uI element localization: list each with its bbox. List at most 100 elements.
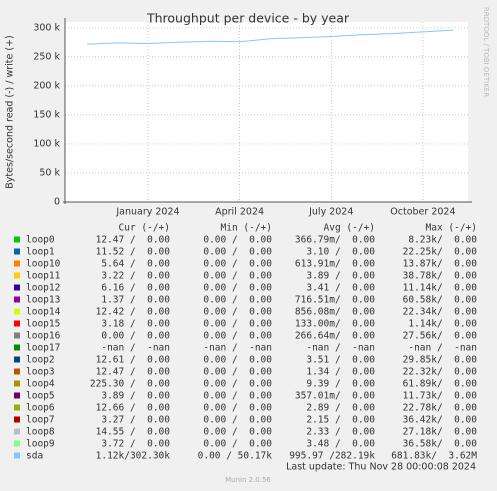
legend-stat: 856.08m/ 0.00 [295, 307, 375, 318]
legend-swatch [14, 284, 20, 291]
y-tick-label: 200 k [33, 80, 60, 91]
legend-stat: 38.78k/ 0.00 [403, 271, 478, 282]
legend-stat: 3.48 / 0.00 [306, 439, 375, 450]
legend-stat: 3.89 / 0.00 [306, 271, 375, 282]
legend-swatch [14, 392, 20, 399]
column-header: Cur (-/+) [119, 223, 170, 234]
legend-stat: 12.47 / 0.00 [96, 367, 171, 378]
legend-stat: 36.58k/ 0.00 [403, 439, 478, 450]
legend-stat: 3.22 / 0.00 [101, 271, 170, 282]
side-note: RRDTOOL / TOBI OETIKER [482, 7, 490, 97]
legend-swatch [14, 260, 20, 267]
y-axis-label: Bytes/second read (-) / write (+) [5, 35, 16, 189]
legend-stat: -nan / -nan [101, 343, 170, 354]
legend-stat: 60.58k/ 0.00 [403, 295, 478, 306]
legend-stat: 12.42 / 0.00 [96, 307, 171, 318]
plot-area [65, 22, 468, 202]
legend-label: loop7 [26, 415, 55, 426]
legend-stat: -nan / -nan [306, 343, 375, 354]
legend-stat: 12.47 / 0.00 [96, 235, 171, 246]
legend-stat: 3.10 / 0.00 [306, 247, 375, 258]
version: Munin 2.0.56 [225, 476, 271, 484]
legend-stat: 1.14k/ 0.00 [408, 319, 477, 330]
legend-swatch [14, 428, 20, 435]
legend-stat: 0.00 / 0.00 [101, 331, 170, 342]
legend-swatch [14, 332, 20, 339]
legend-stat: 0.00 / 0.00 [203, 367, 272, 378]
legend-label: loop17 [26, 343, 60, 354]
legend-stat: 61.89k/ 0.00 [403, 379, 478, 390]
legend-label: loop4 [26, 379, 55, 390]
legend-label: loop11 [26, 271, 61, 282]
legend-swatch [14, 440, 20, 447]
column-header: Min (-/+) [221, 223, 272, 234]
legend-swatch [14, 296, 20, 303]
legend-stat: 22.25k/ 0.00 [403, 247, 478, 258]
legend-stat: 11.14k/ 0.00 [403, 283, 478, 294]
legend-stat: 0.00 / 0.00 [203, 415, 272, 426]
legend-stat: 366.79m/ 0.00 [295, 235, 375, 246]
legend-stat: 3.18 / 0.00 [101, 319, 170, 330]
legend-label: loop13 [26, 295, 60, 306]
legend-stat: 133.00m/ 0.00 [295, 319, 375, 330]
legend-stat: 0.00 / 0.00 [203, 403, 272, 414]
legend-stat: 995.97 /282.19k [289, 451, 375, 462]
column-header: Avg (-/+) [324, 223, 375, 234]
legend-swatch [14, 344, 20, 351]
legend-stat: 0.00 / 0.00 [203, 331, 272, 342]
legend-stat: 0.00 / 0.00 [203, 271, 272, 282]
legend-swatch [14, 368, 20, 375]
legend-swatch [14, 308, 20, 315]
legend-stat: 0.00 / 0.00 [203, 235, 272, 246]
legend-label: loop5 [26, 391, 55, 402]
legend-stat: 11.73k/ 0.00 [403, 391, 478, 402]
legend-stat: 0.00 / 0.00 [203, 439, 272, 450]
legend-swatch [14, 404, 20, 411]
legend-stat: 22.34k/ 0.00 [403, 307, 478, 318]
legend-label: sda [26, 451, 43, 462]
legend-swatch [14, 248, 20, 255]
y-tick-label: 100 k [33, 138, 60, 149]
legend-stat: -nan / -nan [203, 343, 272, 354]
series-line [86, 29, 454, 45]
legend-stat: 1.12k/302.30k [96, 451, 171, 462]
legend-stat: 0.00 / 0.00 [203, 379, 272, 390]
x-tick-label: October 2024 [390, 207, 455, 218]
legend-stat: 0.00 / 0.00 [203, 427, 272, 438]
legend-stat: 12.66 / 0.00 [96, 403, 171, 414]
legend-stat: 613.91m/ 0.00 [295, 259, 375, 270]
legend-stat: 11.52 / 0.00 [96, 247, 171, 258]
legend-swatch [14, 380, 20, 387]
legend-stat: 5.64 / 0.00 [101, 259, 170, 270]
legend-stat: 9.39 / 0.00 [306, 379, 375, 390]
legend-stat: 225.30 / 0.00 [90, 379, 170, 390]
footer: Last update: Thu Nov 28 00:00:08 2024 [286, 462, 476, 473]
legend-label: loop6 [26, 403, 55, 414]
legend-stat: 0.00 / 0.00 [203, 307, 272, 318]
legend-stat: 0.00 / 0.00 [203, 247, 272, 258]
legend-stat: 3.89 / 0.00 [101, 391, 170, 402]
legend-stat: 1.37 / 0.00 [101, 295, 170, 306]
legend-stat: 22.78k/ 0.00 [403, 403, 478, 414]
legend-swatch [14, 236, 20, 243]
y-tick-label: 0 [54, 197, 60, 208]
legend-stat: 3.51 / 0.00 [306, 355, 375, 366]
legend-stat: 3.41 / 0.00 [306, 283, 375, 294]
legend-label: loop8 [26, 427, 55, 438]
legend-stat: 0.00 / 0.00 [203, 259, 272, 270]
y-tick-label: 50 k [39, 167, 60, 178]
legend-swatch [14, 320, 20, 327]
legend-stat: -nan / -nan [408, 343, 477, 354]
legend-label: loop9 [26, 439, 55, 450]
legend-stat: 2.33 / 0.00 [306, 427, 375, 438]
legend-stat: 1.34 / 0.00 [306, 367, 375, 378]
legend-stat: 0.00 / 0.00 [203, 319, 272, 330]
legend-stat: 8.23k/ 0.00 [408, 235, 477, 246]
legend-label: loop2 [26, 355, 55, 366]
legend-stat: 6.16 / 0.00 [101, 283, 170, 294]
legend-label: loop0 [26, 235, 55, 246]
x-tick-label: July 2024 [308, 207, 353, 218]
legend-stat: 29.85k/ 0.00 [403, 355, 478, 366]
legend-label: loop15 [26, 319, 60, 330]
